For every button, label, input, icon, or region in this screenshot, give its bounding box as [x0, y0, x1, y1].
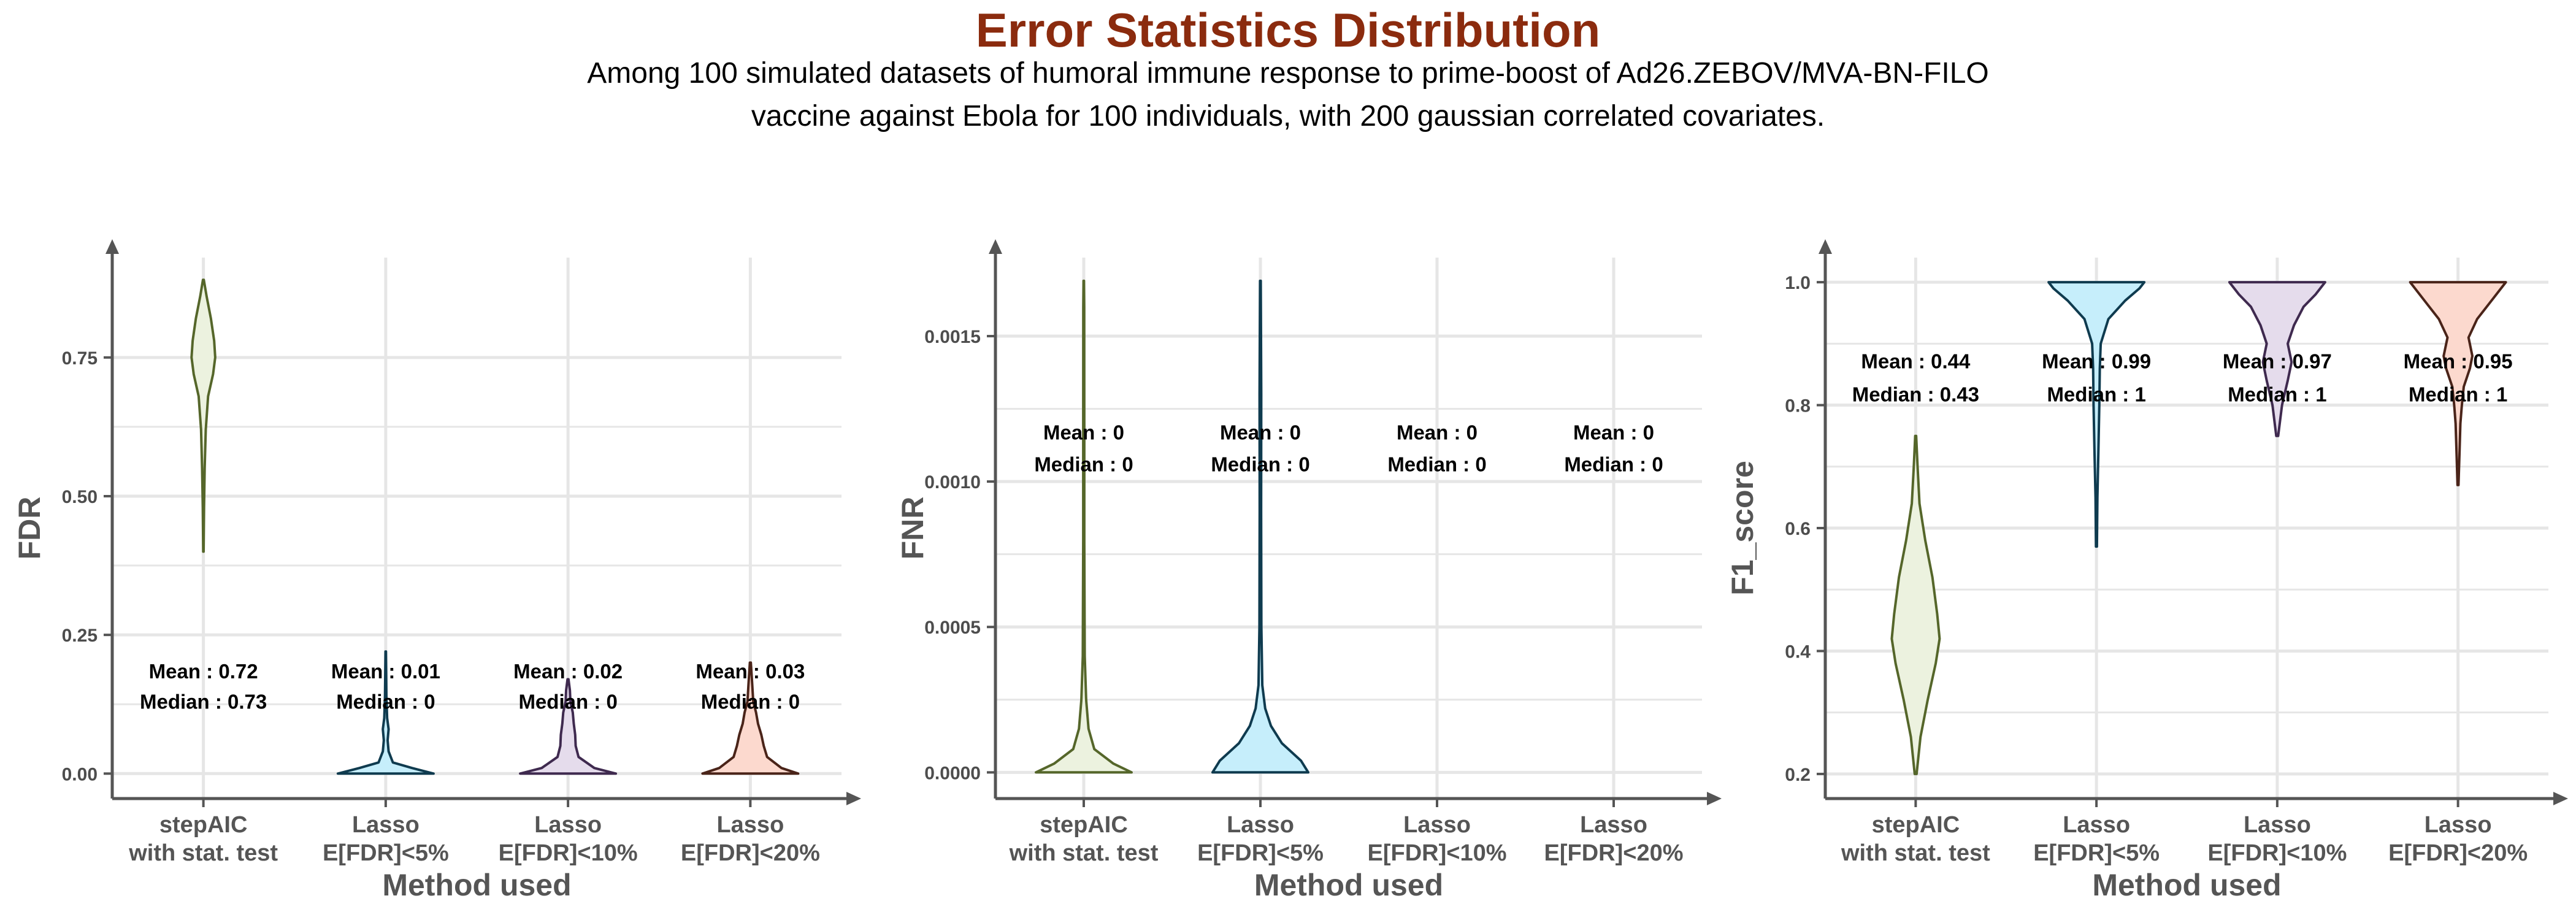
y-tick-label: 0.00	[62, 764, 98, 784]
median-label: Median : 1	[2228, 383, 2326, 406]
x-tick-label: Lasso E[FDR]<20%	[1544, 812, 1684, 866]
violin-3	[519, 678, 618, 775]
y-axis-arrow	[989, 239, 1002, 254]
mean-label: Mean : 0.72	[149, 660, 258, 683]
mean-label: Mean : 0.95	[2404, 350, 2513, 372]
y-tick-label: 0.0005	[924, 618, 981, 638]
y-axis-title: FDR	[12, 497, 47, 560]
y-axis-arrow	[1819, 239, 1832, 254]
violin-3	[2228, 281, 2326, 437]
y-tick-label: 0.6	[1785, 519, 1811, 539]
mean-label: Mean : 0.44	[1861, 350, 1971, 372]
violin-1	[1890, 434, 1941, 775]
x-tick-label: Lasso E[FDR]<10%	[2207, 812, 2347, 866]
x-tick-label: Lasso E[FDR]<20%	[2388, 812, 2528, 866]
y-tick-label: 1.0	[1785, 273, 1811, 293]
x-axis-arrow	[1707, 792, 1722, 805]
median-label: Median : 1	[2047, 383, 2145, 406]
violin-2	[2047, 281, 2146, 548]
median-label: Median : 0	[1211, 453, 1309, 476]
median-label: Median : 0	[336, 691, 435, 713]
violin-4	[2409, 281, 2507, 486]
y-tick-label: 0.0010	[924, 472, 981, 493]
y-tick-label: 0.8	[1785, 396, 1811, 416]
x-tick-label: Lasso E[FDR]<5%	[323, 812, 449, 866]
chart-subtitle-line-1: Among 100 simulated datasets of humoral …	[587, 57, 1989, 90]
x-axis-arrow	[846, 792, 861, 805]
median-label: Median : 1	[2409, 383, 2507, 406]
x-axis-title: Method used	[2092, 868, 2281, 902]
mean-label: Mean : 0	[1220, 421, 1301, 444]
y-tick-label: 0.75	[62, 348, 98, 369]
x-axis-title: Method used	[1254, 868, 1443, 902]
y-tick-label: 0.0000	[924, 763, 981, 783]
x-tick-label: stepAIC with stat. test	[1841, 812, 1990, 866]
x-tick-label: stepAIC with stat. test	[1009, 812, 1159, 866]
median-label: Median : 0	[518, 691, 617, 713]
y-tick-label: 0.4	[1785, 642, 1811, 662]
violin-1	[190, 278, 217, 553]
median-label: Median : 0	[1564, 453, 1663, 476]
y-axis-title: FNR	[895, 497, 930, 560]
mean-label: Mean : 0.97	[2223, 350, 2332, 372]
chart-title: Error Statistics Distribution	[975, 3, 1601, 57]
y-tick-label: 0.50	[62, 487, 98, 507]
y-tick-label: 0.2	[1785, 765, 1811, 785]
median-label: Median : 0	[1387, 453, 1486, 476]
mean-label: Mean : 0.01	[331, 660, 440, 683]
x-axis-title: Method used	[382, 868, 571, 902]
median-label: Median : 0.43	[1852, 383, 1979, 406]
mean-label: Mean : 0.02	[513, 660, 623, 683]
x-tick-label: Lasso E[FDR]<20%	[681, 812, 820, 866]
median-label: Median : 0	[1034, 453, 1133, 476]
violin-4	[701, 661, 800, 775]
x-tick-label: Lasso E[FDR]<10%	[499, 812, 638, 866]
violin-2	[336, 650, 435, 775]
mean-label: Mean : 0	[1573, 421, 1654, 444]
x-axis-arrow	[2553, 792, 2568, 805]
mean-label: Mean : 0	[1397, 421, 1478, 444]
y-tick-label: 0.0015	[924, 327, 981, 347]
y-axis-title: F1_score	[1725, 461, 1760, 596]
y-tick-label: 0.25	[62, 626, 98, 646]
violin-2	[1211, 279, 1309, 774]
median-label: Median : 0	[701, 691, 800, 713]
median-label: Median : 0.73	[140, 691, 267, 713]
x-tick-label: Lasso E[FDR]<5%	[2033, 812, 2160, 866]
x-tick-label: stepAIC with stat. test	[128, 812, 278, 866]
chart-subtitle-line-2: vaccine against Ebola for 100 individual…	[751, 100, 1825, 132]
mean-label: Mean : 0	[1043, 421, 1124, 444]
mean-label: Mean : 0.03	[696, 660, 805, 683]
x-tick-label: Lasso E[FDR]<10%	[1368, 812, 1507, 866]
violin-1	[1035, 279, 1133, 774]
x-tick-label: Lasso E[FDR]<5%	[1197, 812, 1324, 866]
mean-label: Mean : 0.99	[2042, 350, 2151, 372]
y-axis-arrow	[105, 239, 119, 254]
